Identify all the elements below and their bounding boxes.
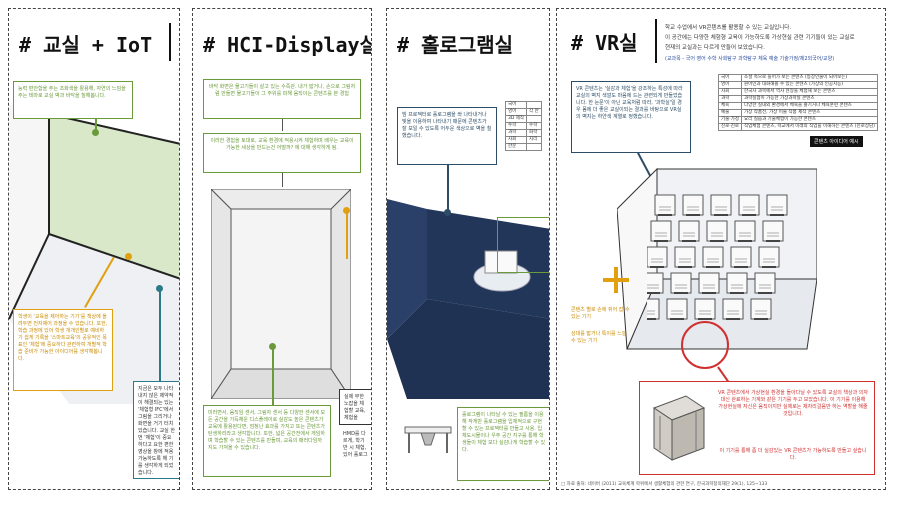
hci-box-2: 이러한 경험을 토대로, 교육 환경에 적용시켜 체험하며 배우는 교육이 가능…	[203, 133, 361, 173]
panel-title-hci: # HCI-Display실	[203, 33, 372, 57]
vr-intro-1: 학교 수업에서 VR콘텐츠를 활용할 수 있는 교실입니다.	[665, 25, 792, 31]
vr-cube-set	[638, 194, 788, 320]
hologram-blue-note: 빔 프로젝터로 홀로그램을 쏴 나타내거나 빛을 이용하여 나타내기 때문에 콘…	[397, 107, 497, 165]
vr-content-table: 국어 소설 속으로 들어가 보는 콘텐츠 (등장인물이 되어보는) 영어 원어민과 …	[718, 74, 878, 131]
iot-teal-note: 지금은 모두 나타내지 않은 제약적이 해결되는 있는 '체험형 IFC'에서 …	[133, 381, 179, 479]
treadmill-cube	[762, 220, 784, 242]
callout-dot	[269, 343, 276, 350]
hci-dark-note: 실제 무한 노잡을 체험할 교육, 체험을	[339, 389, 371, 425]
title-separator	[169, 23, 171, 61]
title-separator	[655, 19, 657, 63]
treadmill-cube	[710, 194, 732, 216]
vr-side-note-1: 콘텐츠 별로 손에 쥐어 잡 수 있는 기기	[571, 307, 630, 320]
treadmill-cube	[758, 246, 780, 268]
treadmill-cube	[734, 220, 756, 242]
vr-red-note: VR 콘텐츠에서 가상현실 환경을 돌아다닐 수 있도록 교실의 책상과 의자 …	[639, 381, 875, 475]
callout-dot	[156, 285, 163, 292]
vr-red-note-text-1: VR 콘텐츠에서 가상현실 환경을 돌아다닐 수 있도록 교실의 책상과 의자 …	[718, 390, 869, 417]
vr-side-note-2: 상대를 밟거나 특이를 느낄 수 있는 기기	[571, 331, 627, 344]
panel-title-iot: # 교실 + IoT	[19, 33, 153, 57]
treadmill-cube	[754, 272, 776, 294]
vr-treadmill-grid	[638, 189, 807, 339]
hologram-subject-table: 국어 영어 각 만 3D 제작 수학 수학 과학 화학 사회 지리 한문	[504, 101, 542, 151]
treadmill-cube	[638, 298, 660, 320]
treadmill-cube	[650, 220, 672, 242]
treadmill-cube	[730, 246, 752, 268]
treadmill-cube	[750, 298, 772, 320]
hologram-room-illustration	[387, 199, 549, 399]
hci-room-illustration	[211, 189, 351, 399]
hci-box-1: 바닥 화면은 물고기들이 살고 있는 수족관. 내가 밟거나, 손으로 그림처럼…	[203, 79, 361, 119]
treadmill-cube	[674, 246, 696, 268]
panel-hologram: # 홀로그램실 국어 영어 각 만 3D 제작 수학 수학 과학 화학 사회 지리 한문…	[386, 8, 550, 490]
treadmill-cube	[646, 246, 668, 268]
hci-dark-note-2: HMD를 다르게, 학기반 시 체험, 있어 홀로그	[339, 427, 371, 479]
callout-dot	[92, 129, 99, 136]
treadmill-cube	[654, 194, 676, 216]
treadmill-cube	[642, 272, 664, 294]
panel-title-vr: # VR실	[571, 31, 638, 55]
table-illustration	[404, 426, 452, 453]
hci-box-3: 미러면서, 움직임 센서, 그림자 센서 등 다양한 센서에 모든 공간을 가득…	[203, 405, 331, 477]
panel-title-hologram: # 홀로그램실	[397, 33, 514, 57]
vr-intro-2: 이 공간에는 다양한 체험형 교육이 가능하도록 가상현실 관련 기기들이 있는…	[665, 35, 855, 41]
vr-intro-4: (교과목 - 국어 영어 수학 사회탐구 과학탐구 체육 예술 기술가정/제2외…	[665, 56, 835, 62]
treadmill-cube	[706, 220, 728, 242]
treadmill-cube	[694, 298, 716, 320]
callout-dot	[125, 253, 132, 260]
callout-dot	[444, 209, 451, 216]
vr-navy-note: VR 콘텐츠는 '실감과 체험'을 강조하는 특성에 따라 교실의 벽지 색깔도…	[571, 81, 691, 153]
treadmill-illustration	[652, 395, 706, 461]
treadmill-cube	[738, 194, 760, 216]
treadmill-cube	[702, 246, 724, 268]
highlight-circle	[681, 321, 729, 369]
panel-hci: # HCI-Display실 바닥 화면은 물고기들이 살고 있는 수족관. 내…	[192, 8, 372, 490]
treadmill-cube	[678, 220, 700, 242]
plus-icon	[603, 267, 629, 293]
vr-red-note-text-2: 이 기기를 통해 좀 더 실감있는 VR 콘텐츠가 가능하도록 만들고 싶습니다…	[719, 448, 867, 461]
panel-iot: # 교실 + IoT 능력 편안함을 주는 조화색을 활용해, 자연의 느낌을 …	[8, 8, 180, 490]
treadmill-cube	[698, 272, 720, 294]
vr-footer-source: □ 자료 출처: 네이버 (2011) 교육체계 학위에서 생활체험의 관한 연…	[561, 482, 768, 487]
iot-orange-note: 학생이 '교육을 제어하는 기기'를 책상에 올려두면 전자제어 과정을 수 있…	[13, 309, 113, 391]
iot-green-note: 능력 편안함을 주는 조화색을 활용해, 자연의 느낌을 주는 테마로 교실 벽…	[13, 81, 133, 119]
treadmill-cube	[666, 298, 688, 320]
treadmill-cube	[726, 272, 748, 294]
treadmill-cube	[766, 194, 788, 216]
hologram-frame	[497, 217, 549, 273]
treadmill-cube	[670, 272, 692, 294]
hologram-green-note: 홀로그램이 나타날 수 있는 필름을 이용해 작게만 홀로그램을 입체적으로 구…	[457, 407, 549, 481]
treadmill-cube	[682, 194, 704, 216]
vr-intro-3: 현재의 교실과는 다르게 만들어 보았습니다.	[665, 45, 765, 51]
treadmill-cube	[722, 298, 744, 320]
vr-badge: 콘텐츠 아이디어 예시	[810, 136, 863, 147]
